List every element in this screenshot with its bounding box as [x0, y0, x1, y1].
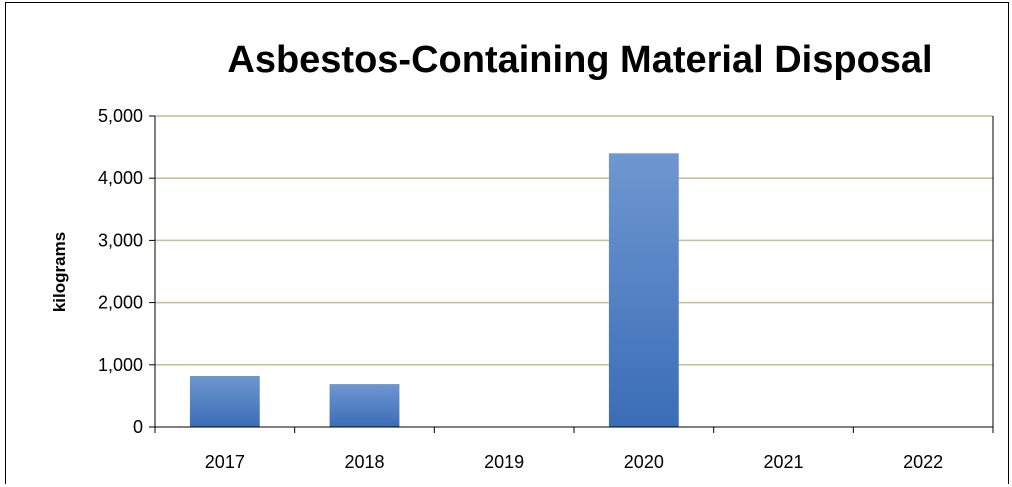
- y-tick-label: 1,000: [98, 355, 143, 375]
- x-tick-label: 2019: [484, 452, 524, 472]
- y-tick-label: 3,000: [98, 230, 143, 250]
- y-tick-label: 5,000: [98, 106, 143, 126]
- y-axis-label: kilograms: [50, 232, 69, 312]
- y-tick-label: 2,000: [98, 293, 143, 313]
- chart-frame: [5, 2, 1009, 484]
- tick-labels: 0 1,000 2,000 3,000 4,000 5,000 2017 2018 2019 20…: [98, 106, 943, 472]
- bar-2017: [189, 375, 260, 427]
- y-tick-label: 0: [133, 417, 143, 437]
- bars: [189, 153, 679, 427]
- axes: [149, 115, 994, 433]
- x-tick-label: 2020: [624, 452, 664, 472]
- bar-2020: [608, 153, 679, 427]
- x-tick-label: 2017: [205, 452, 245, 472]
- bar-2018: [329, 384, 400, 427]
- chart-title: Asbestos-Containing Material Disposal: [227, 39, 932, 81]
- x-tick-label: 2021: [763, 452, 803, 472]
- x-tick-label: 2022: [903, 452, 943, 472]
- x-tick-label: 2018: [344, 452, 384, 472]
- gridlines: [155, 115, 993, 366]
- y-tick-label: 4,000: [98, 168, 143, 188]
